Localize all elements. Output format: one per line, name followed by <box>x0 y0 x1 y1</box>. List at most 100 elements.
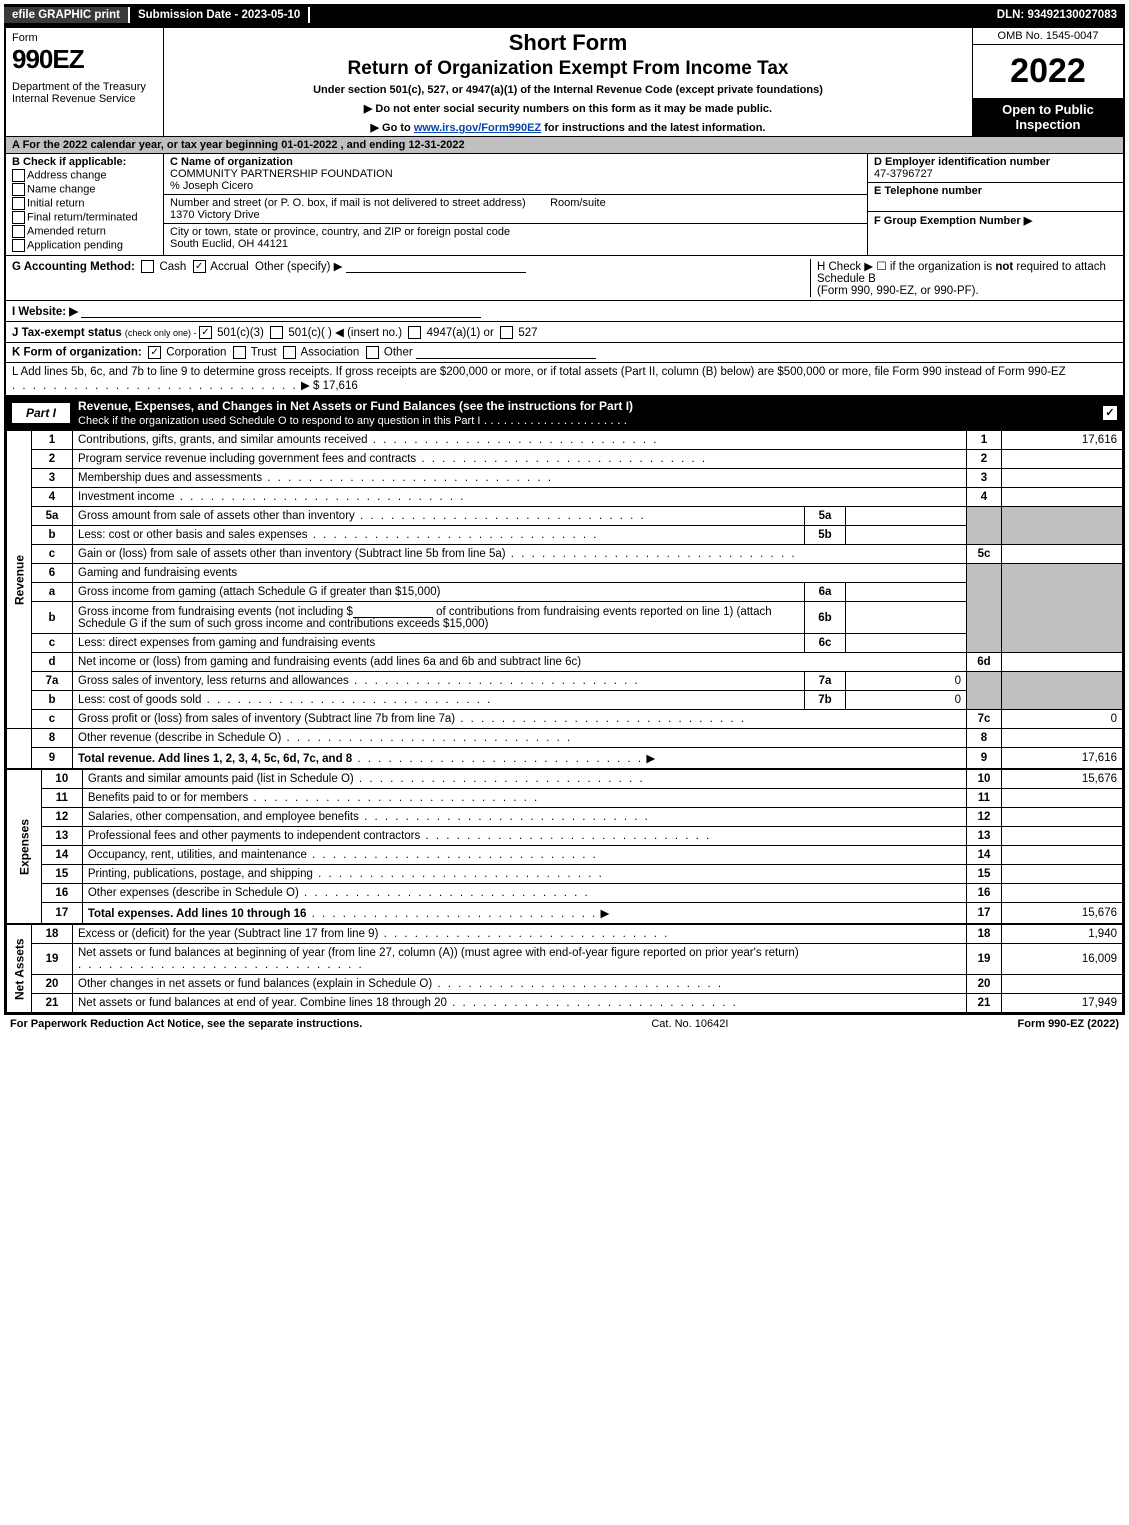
l5c-desc: Gain or (loss) from sale of assets other… <box>73 545 967 564</box>
l6abc-grey-a <box>1002 564 1123 653</box>
chk-amended-return[interactable]: Amended return <box>12 225 157 238</box>
g-accounting: G Accounting Method: Cash ✓ Accrual Othe… <box>12 259 526 273</box>
l11-amt <box>1002 789 1123 808</box>
l4-amt <box>1002 488 1123 507</box>
chk-address-change[interactable]: Address change <box>12 169 157 182</box>
note2-post: for instructions and the latest informat… <box>541 122 765 134</box>
chk-initial-return[interactable]: Initial return <box>12 197 157 210</box>
l20-num: 20 <box>32 975 73 994</box>
efile-print[interactable]: efile GRAPHIC print <box>4 7 130 23</box>
chk-assoc[interactable] <box>283 346 296 359</box>
l12-rn: 12 <box>967 808 1002 827</box>
other-specify-input[interactable] <box>346 260 526 273</box>
l13-desc: Professional fees and other payments to … <box>82 827 966 846</box>
l7b-sv: 0 <box>846 691 967 710</box>
l19-num: 19 <box>32 944 73 975</box>
l6d-amt <box>1002 653 1123 672</box>
section-bcdef: B Check if applicable: Address change Na… <box>6 154 1123 256</box>
l12-desc: Salaries, other compensation, and employ… <box>82 808 966 827</box>
note-ssn: ▶ Do not enter social security numbers o… <box>168 102 968 115</box>
l-text: L Add lines 5b, 6c, and 7b to line 9 to … <box>12 366 1066 378</box>
care-of: % Joseph Cicero <box>170 180 253 192</box>
l2-rn: 2 <box>967 450 1002 469</box>
l20-rn: 20 <box>967 975 1002 994</box>
l6-desc: Gaming and fundraising events <box>73 564 967 583</box>
l12-amt <box>1002 808 1123 827</box>
h-schedule-b: H Check ▶ ☐ if the organization is not r… <box>810 259 1117 297</box>
l9-num: 9 <box>32 748 73 769</box>
b-label: B Check if applicable: <box>12 156 157 168</box>
chk-accrual[interactable]: ✓ <box>193 260 206 273</box>
l2-amt <box>1002 450 1123 469</box>
other-org-input[interactable] <box>416 346 596 359</box>
footer-cat-no: Cat. No. 10642I <box>362 1018 1017 1030</box>
l4-num: 4 <box>32 488 73 507</box>
l7c-num: c <box>32 710 73 729</box>
l6a-sn: 6a <box>805 583 846 602</box>
subtitle: Under section 501(c), 527, or 4947(a)(1)… <box>168 84 968 96</box>
l6b-sv <box>846 602 967 634</box>
l17-num: 17 <box>41 903 82 924</box>
website-input[interactable] <box>81 305 481 318</box>
part-1-title-wrap: Revenue, Expenses, and Changes in Net As… <box>78 399 1103 427</box>
chk-501c[interactable] <box>270 326 283 339</box>
l5c-rn: 5c <box>967 545 1002 564</box>
header-left: Form 990EZ Department of the Treasury In… <box>6 28 164 136</box>
l18-desc: Excess or (deficit) for the year (Subtra… <box>73 925 967 944</box>
expenses-table: Expenses 10 Grants and similar amounts p… <box>6 769 1123 924</box>
l7ab-grey-a <box>1002 672 1123 710</box>
l6a-desc: Gross income from gaming (attach Schedul… <box>73 583 805 602</box>
l9-rn: 9 <box>967 748 1002 769</box>
chk-4947[interactable] <box>408 326 421 339</box>
footer-left: For Paperwork Reduction Act Notice, see … <box>10 1018 362 1030</box>
l9-amt: 17,616 <box>1002 748 1123 769</box>
l10-desc: Grants and similar amounts paid (list in… <box>82 770 966 789</box>
l1-num: 1 <box>32 431 73 450</box>
omb-number: OMB No. 1545-0047 <box>973 28 1123 45</box>
l12-num: 12 <box>41 808 82 827</box>
l2-num: 2 <box>32 450 73 469</box>
chk-cash[interactable] <box>141 260 154 273</box>
l11-num: 11 <box>41 789 82 808</box>
j-label: J Tax-exempt status <box>12 327 122 339</box>
l6c-sv <box>846 634 967 653</box>
l13-num: 13 <box>41 827 82 846</box>
chk-527[interactable] <box>500 326 513 339</box>
chk-other[interactable] <box>366 346 379 359</box>
chk-final-return[interactable]: Final return/terminated <box>12 211 157 224</box>
l6c-sn: 6c <box>805 634 846 653</box>
l7c-amt: 0 <box>1002 710 1123 729</box>
l16-amt <box>1002 884 1123 903</box>
chk-501c3[interactable]: ✓ <box>199 326 212 339</box>
part-1-header: Part I Revenue, Expenses, and Changes in… <box>6 396 1123 430</box>
l6-num: 6 <box>32 564 73 583</box>
l6b-amount-input[interactable] <box>353 605 433 618</box>
l13-rn: 13 <box>967 827 1002 846</box>
irs-link[interactable]: www.irs.gov/Form990EZ <box>414 122 541 134</box>
side-revenue-2 <box>7 729 32 769</box>
chk-trust[interactable] <box>233 346 246 359</box>
l5a-sv <box>846 507 967 526</box>
l21-num: 21 <box>32 994 73 1013</box>
l20-desc: Other changes in net assets or fund bala… <box>73 975 967 994</box>
net-assets-table: Net Assets 18 Excess or (deficit) for th… <box>6 924 1123 1013</box>
l9-desc: Total revenue. Add lines 1, 2, 3, 4, 5c,… <box>73 748 967 769</box>
part-1-schedule-o-check[interactable]: ✓ <box>1103 406 1117 420</box>
l15-num: 15 <box>41 865 82 884</box>
street-label: Number and street (or P. O. box, if mail… <box>170 197 526 209</box>
l4-desc: Investment income <box>73 488 967 507</box>
chk-application-pending[interactable]: Application pending <box>12 239 157 252</box>
l5ab-grey-n <box>967 507 1002 545</box>
row-i-website: I Website: ▶ <box>6 301 1123 322</box>
chk-name-change[interactable]: Name change <box>12 183 157 196</box>
l6d-num: d <box>32 653 73 672</box>
revenue-table: Revenue 1 Contributions, gifts, grants, … <box>6 430 1123 769</box>
h-text3: (Form 990, 990-EZ, or 990-PF). <box>817 285 979 297</box>
i-label: I Website: ▶ <box>12 306 78 318</box>
chk-corp[interactable]: ✓ <box>148 346 161 359</box>
l15-rn: 15 <box>967 865 1002 884</box>
l7a-sv: 0 <box>846 672 967 691</box>
l6b-sn: 6b <box>805 602 846 634</box>
l19-rn: 19 <box>967 944 1002 975</box>
l-dots <box>12 380 298 392</box>
